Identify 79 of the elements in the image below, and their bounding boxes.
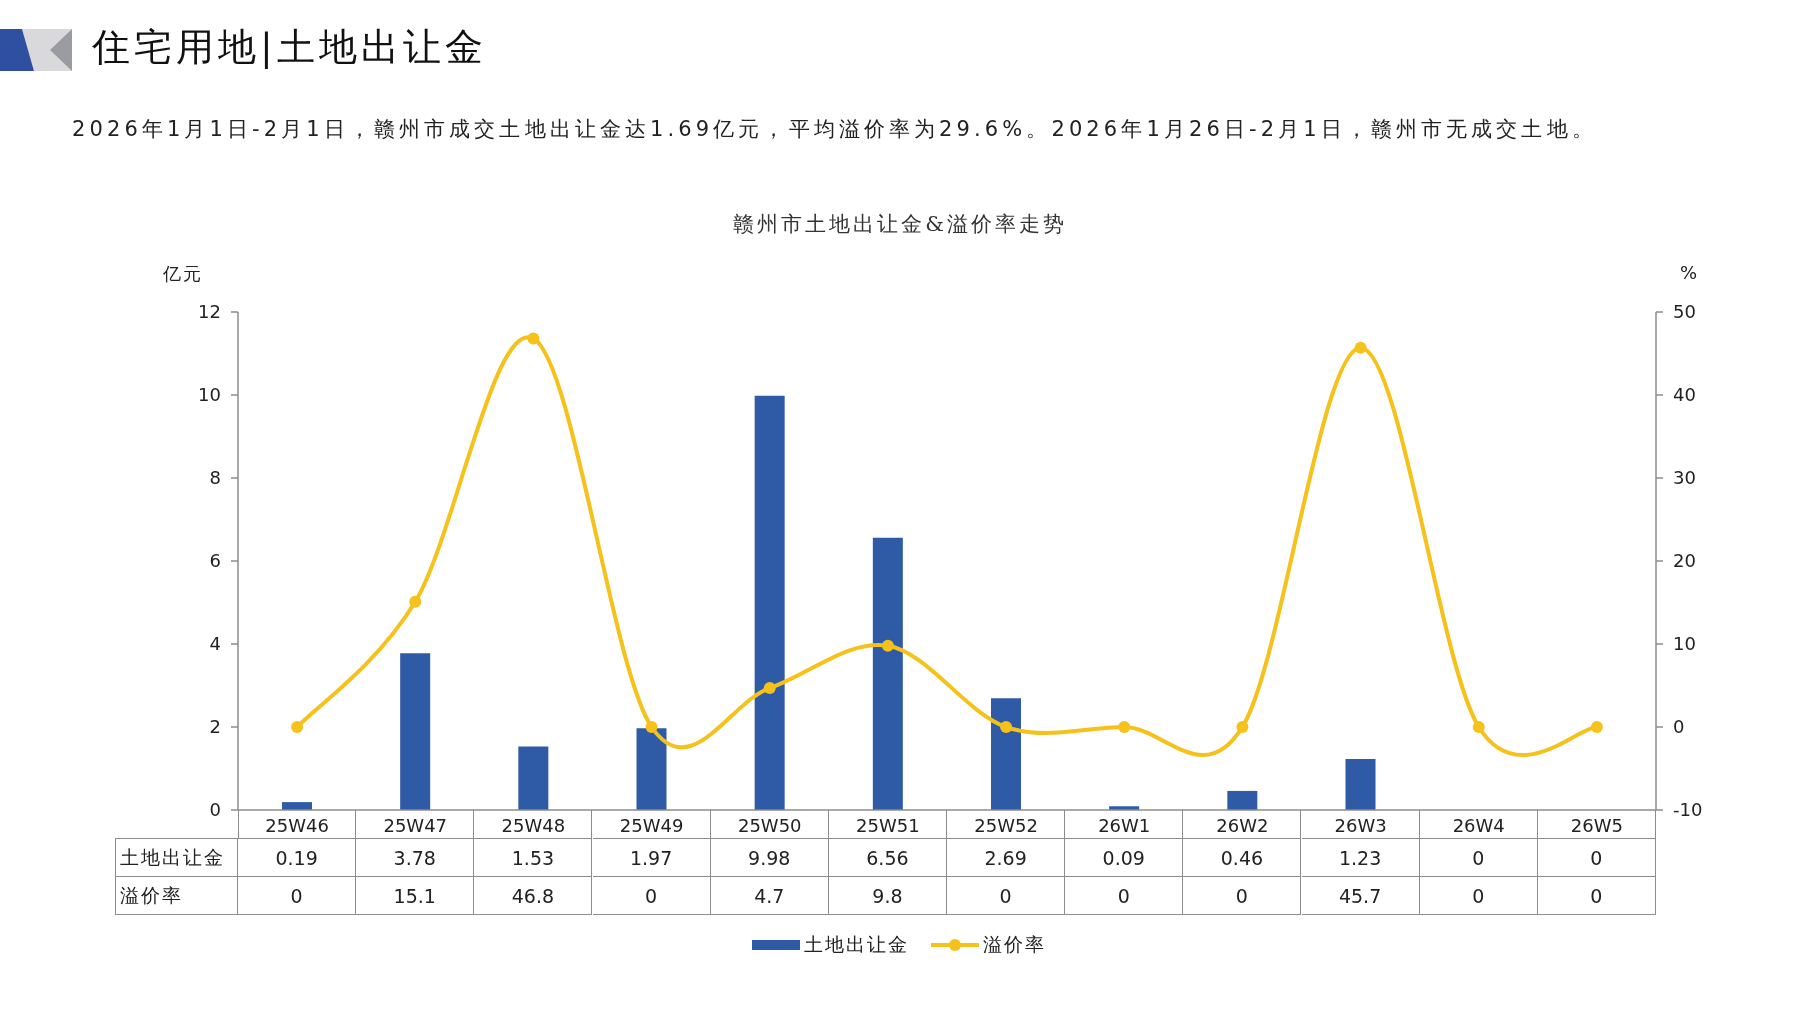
- point: [1590, 721, 1603, 733]
- data-label: 0: [1472, 884, 1485, 907]
- y2-axis-title: %: [1680, 262, 1698, 283]
- data-label: 15.1: [393, 884, 436, 907]
- y-tick-label: 0: [209, 799, 221, 821]
- data-label: 45.7: [1338, 884, 1382, 907]
- text: 土地出让金: [120, 845, 225, 868]
- y2-tick-label: -10: [1673, 799, 1703, 821]
- x-tick-label: 25W51: [856, 814, 920, 836]
- point: [1236, 721, 1249, 733]
- data-label: 0: [1117, 884, 1130, 907]
- data-label: 46.8: [511, 884, 555, 907]
- legend-label: 土地出让金: [803, 932, 909, 957]
- y-tick-label: 6: [209, 550, 221, 572]
- data-label: 0.46: [1220, 846, 1264, 869]
- y-tick-label: 4: [209, 633, 221, 655]
- point: [881, 639, 894, 652]
- y-tick-label: 10: [198, 384, 221, 406]
- y-axis-title: 亿元: [163, 262, 203, 286]
- text: 2026年1月1日-2月1日，赣州市成交土地出让金达1.69亿元，平均溢价率为29.6%。2026年1月26日-2月1日，赣州市无成交土地。: [72, 116, 1597, 143]
- y2-tick-label: 0: [1673, 716, 1685, 738]
- text: 住宅用地|土地出让金: [92, 24, 487, 71]
- y-tick-label: 8: [209, 467, 221, 489]
- data-label: 0: [999, 884, 1012, 907]
- point: [1472, 721, 1485, 733]
- y2-tick-label: 40: [1673, 384, 1696, 406]
- bar: [991, 698, 1021, 810]
- y2-tick-label: 50: [1673, 301, 1696, 323]
- data-label: 0.09: [1102, 846, 1145, 869]
- data-label: 0: [290, 884, 303, 907]
- chart-title: 赣州市土地出让金&溢价率走势: [733, 211, 1067, 238]
- x-tick-label: 25W49: [619, 814, 684, 836]
- data-label: 0: [1590, 884, 1603, 907]
- x-tick-label: 26W3: [1334, 814, 1387, 836]
- text: 溢价率: [120, 883, 183, 906]
- data-label: 0: [1472, 846, 1485, 869]
- point: [763, 681, 776, 694]
- x-tick-label: 26W2: [1216, 814, 1269, 836]
- y-tick-label: 12: [198, 301, 221, 323]
- data-label: 4.7: [754, 884, 785, 907]
- point: [291, 721, 304, 733]
- bar: [1227, 790, 1258, 810]
- data-label: 1.23: [1338, 846, 1382, 869]
- y2-tick-label: 20: [1673, 550, 1696, 572]
- x-tick-label: 25W52: [974, 814, 1038, 836]
- data-label: 0: [1235, 884, 1248, 907]
- y-tick-label: 2: [209, 716, 221, 738]
- bar: [1345, 758, 1376, 810]
- point: [1118, 721, 1131, 733]
- data-label: 6.56: [866, 846, 909, 869]
- bar: [754, 395, 785, 810]
- x-tick-label: 25W48: [501, 814, 566, 836]
- data-label: 3.78: [393, 846, 436, 869]
- data-label: 9.98: [748, 846, 791, 869]
- bar: [400, 653, 431, 810]
- x-tick-label: 25W47: [383, 814, 448, 836]
- x-tick-label: 26W5: [1570, 814, 1623, 836]
- data-label: 1.97: [629, 846, 673, 869]
- point: [1000, 721, 1013, 733]
- data-label: 9.8: [872, 884, 903, 907]
- x-tick-label: 25W50: [737, 814, 802, 836]
- data-label: 1.53: [511, 846, 555, 869]
- point: [527, 332, 540, 345]
- y2-tick-label: 30: [1673, 467, 1696, 489]
- y2-tick-label: 10: [1673, 633, 1696, 655]
- bar: [872, 537, 903, 810]
- point: [645, 721, 658, 733]
- point: [409, 595, 422, 608]
- point: [1354, 341, 1367, 354]
- bar: [518, 746, 549, 810]
- legend-label: 溢价率: [982, 932, 1046, 957]
- data-label: 0.19: [275, 846, 318, 869]
- x-tick-label: 25W46: [265, 814, 329, 836]
- x-tick-label: 26W1: [1098, 814, 1151, 836]
- bar: [636, 728, 667, 810]
- x-tick-label: 26W4: [1452, 814, 1505, 836]
- data-label: 0: [645, 884, 658, 907]
- data-label: 0: [1590, 846, 1603, 869]
- data-label: 2.69: [984, 846, 1027, 869]
